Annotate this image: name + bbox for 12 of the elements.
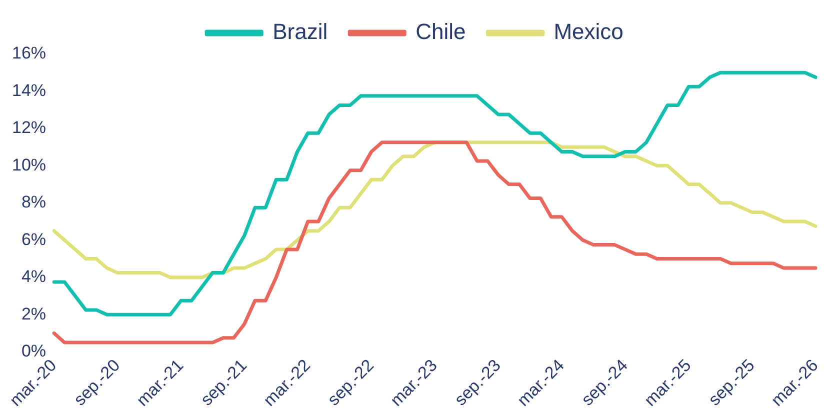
legend-label: Chile: [416, 19, 466, 44]
y-tick-label: 16%: [12, 44, 46, 63]
legend-label: Brazil: [272, 19, 328, 44]
y-tick-label: 8%: [21, 192, 46, 212]
y-tick-label: 0%: [21, 342, 46, 361]
y-tick-label: 12%: [12, 118, 46, 138]
y-tick-label: 2%: [21, 304, 46, 324]
y-tick-label: 10%: [12, 155, 46, 174]
y-tick-label: 4%: [21, 267, 46, 286]
legend-label: Mexico: [554, 19, 624, 44]
y-tick-label: 14%: [12, 80, 46, 100]
y-tick-label: 6%: [21, 230, 46, 249]
